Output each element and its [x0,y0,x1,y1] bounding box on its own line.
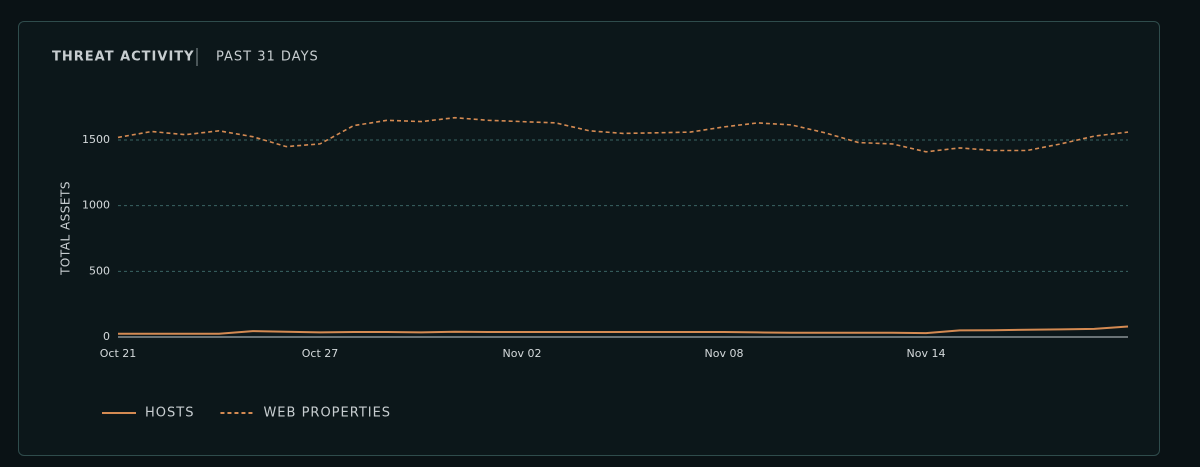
y-tick-label: 0 [103,330,110,343]
legend-label: HOSTS [145,406,194,421]
y-tick-label: 1500 [82,133,110,146]
chart-title: THREAT ACTIVITY [52,50,195,65]
line [117,116,1129,153]
x-tick-label: Nov 08 [705,347,744,360]
x-tick-label: Oct 27 [302,347,339,360]
x-tick-label: Nov 02 [503,347,542,360]
legend-label: WEB PROPERTIES [263,406,391,421]
chart-subtitle: PAST 31 DAYS [216,50,319,65]
y-axis-label: TOTAL ASSETS [59,181,73,276]
x-tick-label: Nov 14 [907,347,946,360]
card [18,21,1160,456]
x-tick-label: Oct 21 [100,347,137,360]
line [118,325,1129,335]
y-tick-label: 500 [89,264,110,277]
y-tick-label: 1000 [82,199,110,212]
